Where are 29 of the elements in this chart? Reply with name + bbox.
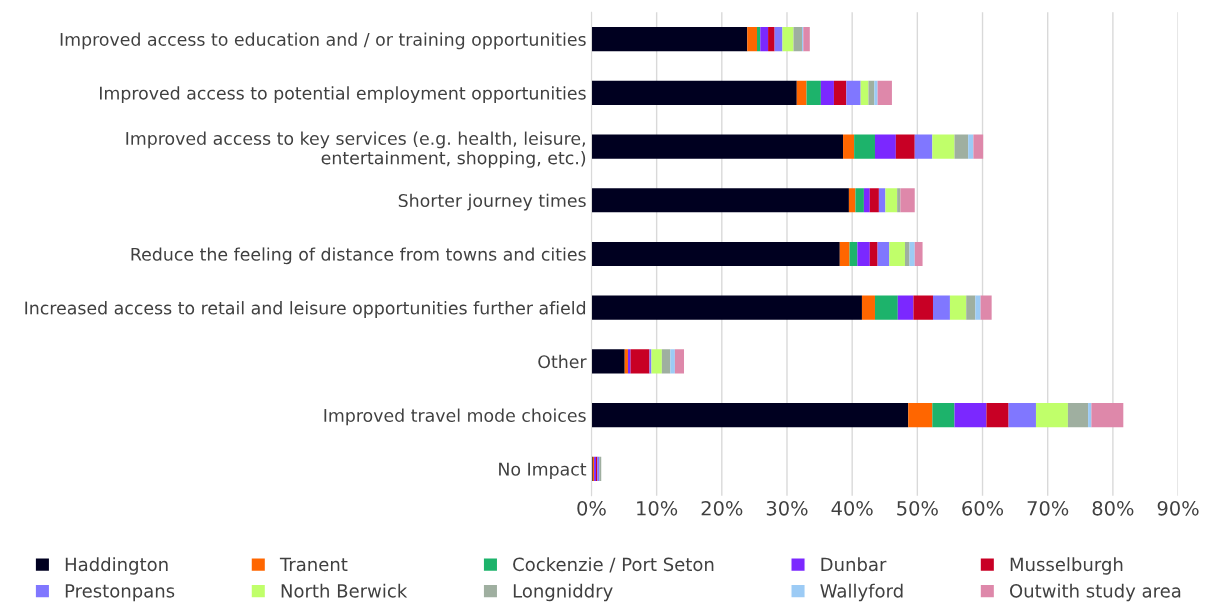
legend-label: Musselburgh [1010,557,1123,575]
legend-label: Haddington [65,557,168,575]
legend-label: North Berwick [281,583,408,598]
x-tick-label: 80% [1092,500,1134,516]
legend-label: Longniddry [513,583,613,602]
y-tick-label: Increased access to retail and leisure opportunities further afield [25,301,586,318]
legend-label: Wallyford [820,583,903,602]
x-tick-label: 0% [577,500,606,516]
y-tick-label: Improved access to education and / or training opportunities [60,32,586,50]
legend-label: Dunbar [821,557,887,572]
x-tick-label: 90% [1157,500,1199,516]
x-tick-label: 50% [897,500,938,516]
y-tick-label: Shorter journey times [398,193,586,211]
x-tick-label: 10% [637,500,678,516]
y-tick-label: Improved access to key services (e.g. health, leisure, entertainment, shopping, etc.) [126,131,586,168]
x-tick-label: 70% [1027,500,1069,516]
legend-label: Cockenzie / Port Seton [513,557,714,573]
legend-label: Tranent [279,557,348,572]
y-tick-label: Reduce the feeling of distance from towns and cities [131,247,586,265]
x-tick-label: 60% [962,500,1004,516]
legend-label: Prestonpans [65,584,175,602]
y-tick-label: Improved access to potential employment opportunities [100,86,586,104]
y-tick-label: No Impact [499,462,587,480]
legend-label: Outwith study area [1009,583,1181,602]
x-tick-label: 30% [766,500,808,516]
y-tick-label: Improved travel mode choices [324,408,586,426]
x-tick-label: 40% [831,500,873,516]
y-tick-label: Other [538,354,587,369]
x-tick-label: 20% [701,500,743,516]
